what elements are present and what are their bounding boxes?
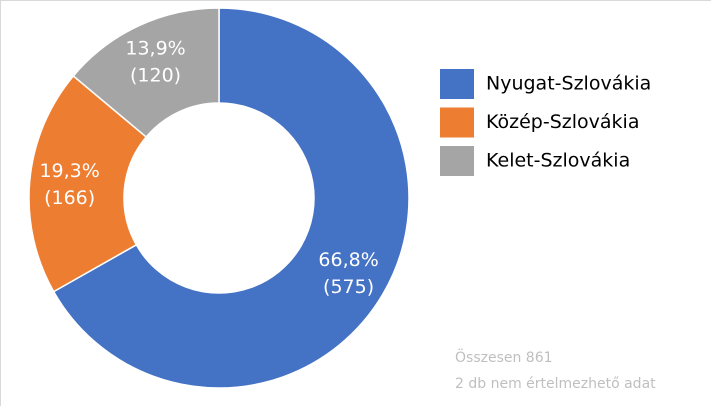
slice-label: 19,3% xyxy=(39,160,99,182)
legend-swatch xyxy=(440,69,474,99)
legend-label: Nyugat-Szlovákia xyxy=(486,73,651,95)
legend-label: Közép-Szlovákia xyxy=(486,111,639,133)
slice-label: 13,9% xyxy=(125,38,185,60)
slice-label: 66,8% xyxy=(318,249,378,271)
legend-swatch xyxy=(440,146,474,176)
slice-count: (575) xyxy=(323,276,374,298)
legend-label: Kelet-Szlovákia xyxy=(486,150,630,172)
slice-count: (166) xyxy=(44,187,95,209)
slice xyxy=(52,7,410,389)
slice-count: (120) xyxy=(130,65,181,87)
slice xyxy=(72,7,220,139)
slice xyxy=(28,74,148,293)
footnote: Összesen 861 xyxy=(455,348,553,366)
legend-swatch xyxy=(440,107,474,138)
footnote: 2 db nem értelmezhető adat xyxy=(455,376,656,392)
